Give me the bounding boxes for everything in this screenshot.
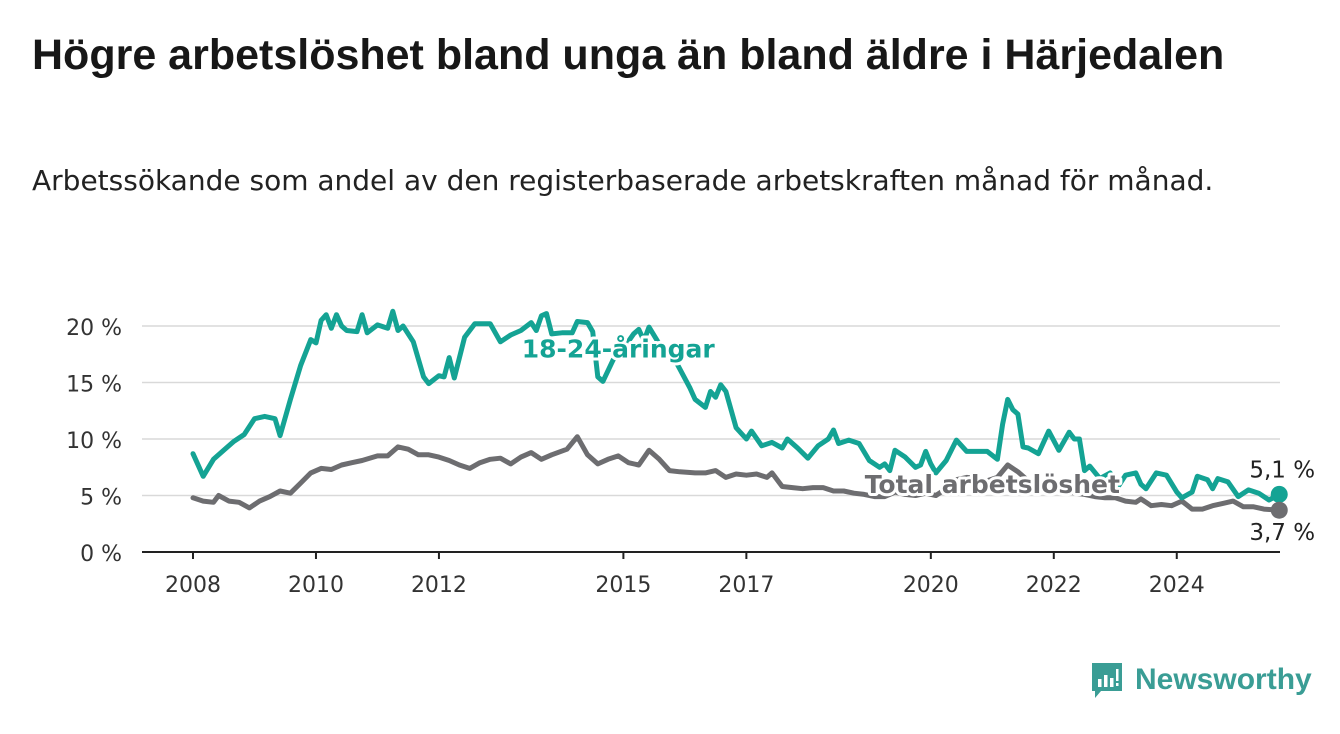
- x-tick-label: 2015: [595, 573, 651, 598]
- x-tick-label: 2012: [411, 573, 467, 598]
- x-tick-label: 2022: [1026, 573, 1082, 598]
- page-subtitle: Arbetssökande som andel av den registerb…: [32, 164, 1214, 197]
- end-value-label: 5,1 %: [1249, 457, 1315, 483]
- x-tick-label: 2010: [288, 573, 344, 598]
- page-title: Högre arbetslöshet bland unga än bland ä…: [32, 31, 1225, 79]
- y-tick-label: 10 %: [66, 429, 122, 454]
- y-tick-label: 0 %: [80, 542, 122, 567]
- x-tick-label: 2017: [718, 573, 774, 598]
- y-tick-label: 20 %: [66, 316, 122, 341]
- y-tick-label: 15 %: [66, 373, 122, 398]
- brand-logo: Newsworthy: [1089, 660, 1312, 700]
- series-annotation-label: 18-24-åringar: [522, 335, 716, 364]
- brand-name: Newsworthy: [1135, 663, 1312, 696]
- series-annotation-label: Total arbetslöshet: [865, 470, 1120, 499]
- series-line-18-24-ringar: [190, 308, 1282, 503]
- end-marker: [1270, 485, 1288, 503]
- x-tick-label: 2008: [165, 573, 221, 598]
- x-tick-label: 2020: [903, 573, 959, 598]
- y-tick-label: 5 %: [80, 486, 122, 511]
- end-marker: [1270, 501, 1288, 519]
- x-tick-label: 2024: [1149, 573, 1205, 598]
- series-line-total-arbetsl-shet: [190, 434, 1282, 513]
- end-value-label: 3,7 %: [1249, 520, 1315, 546]
- newsworthy-logo-icon: [1092, 663, 1122, 698]
